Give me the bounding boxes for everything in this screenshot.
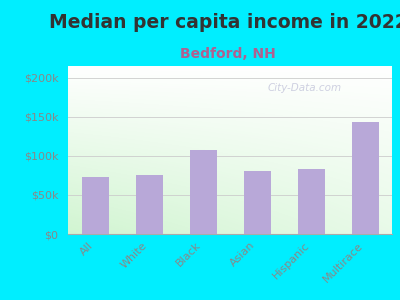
Bar [244,172,270,234]
Bar [298,169,324,234]
Bar [136,176,162,234]
Bar [190,150,216,234]
Text: Bedford, NH: Bedford, NH [180,46,276,61]
Text: Median per capita income in 2022: Median per capita income in 2022 [49,14,400,32]
Bar [352,122,378,234]
Bar [82,177,108,234]
Text: City-Data.com: City-Data.com [268,83,342,93]
